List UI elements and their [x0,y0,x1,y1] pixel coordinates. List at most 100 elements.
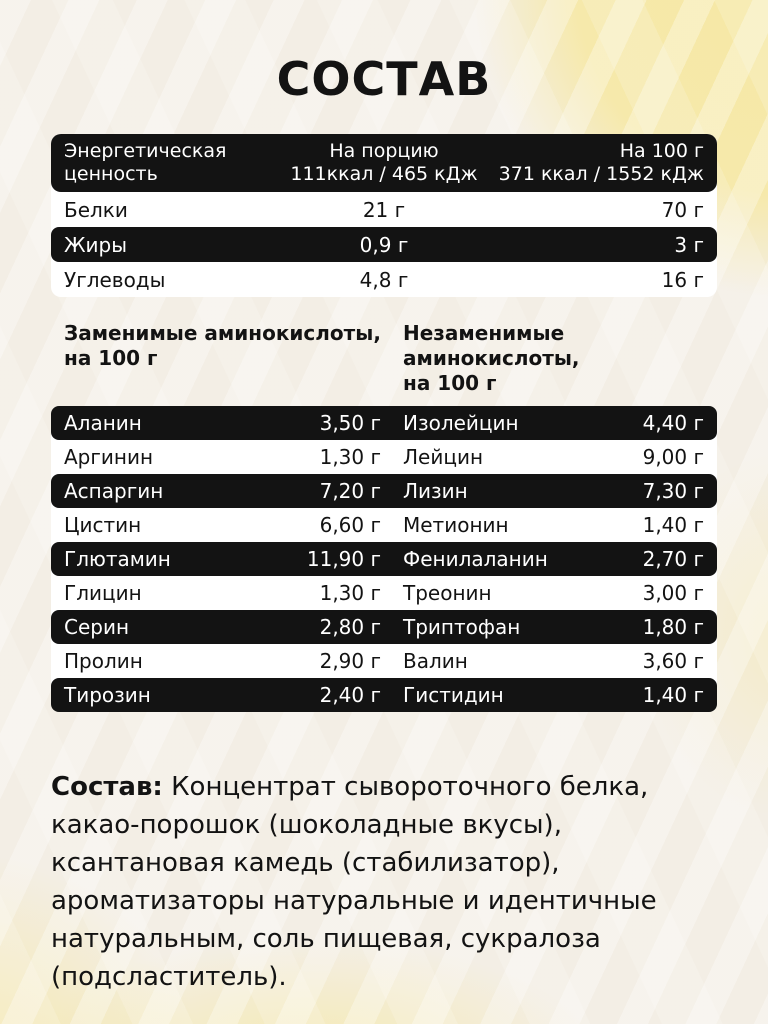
essential-amino-header: Незаменимые аминокислоты, на 100 г [384,321,717,396]
per-serving-header: На порцию 111ккал / 465 кДж [290,140,477,186]
amino-pair-right: Метионин 1,40 г [384,513,717,537]
amino-acid-row: Аргинин 1,30 г Лейцин 9,00 г [51,440,717,474]
amino-pair-left: Глютамин 11,90 г [51,547,384,571]
amino-acid-row: Серин 2,80 г Триптофан 1,80 г [51,610,717,644]
per-serving-energy-value: 111ккал / 465 кДж [290,163,478,185]
page-title: СОСТАВ [276,52,492,106]
amino-value: 1,80 г [642,615,704,639]
amino-name: Аспаргин [64,479,164,503]
composition-line: какао-порошок (шоколадные вкусы), [51,810,562,840]
amino-value: 2,90 г [319,649,381,673]
amino-value: 1,30 г [319,445,381,469]
per-serving-value: 4,8 г [359,267,409,292]
amino-name: Цистин [64,513,142,537]
nonessential-amino-header: Заменимые аминокислоты, на 100 г [51,321,384,396]
nutrient-name: Углеводы [64,267,166,292]
amino-pair-right: Треонин 3,00 г [384,581,717,605]
energy-label-line2: ценность [64,163,158,185]
composition-line: ароматизаторы натуральные и идентичные [51,886,657,916]
energy-table-header: Энергетическая ценность На порцию 111кка… [51,134,717,192]
amino-value: 6,60 г [319,513,381,537]
per-100g-value: 70 г [661,197,704,222]
amino-pair-left: Серин 2,80 г [51,615,384,639]
table-row: Углеводы 4,8 г 16 г [51,262,717,297]
amino-section-headers: Заменимые аминокислоты, на 100 г Незамен… [51,321,717,396]
amino-pair-left: Пролин 2,90 г [51,649,384,673]
amino-pair-right: Триптофан 1,80 г [384,615,717,639]
amino-value: 3,60 г [642,649,704,673]
composition-label: Состав: [51,772,163,802]
amino-name: Тирозин [64,683,151,707]
amino-pair-right: Гистидин 1,40 г [384,683,717,707]
amino-pair-left: Аспаргин 7,20 г [51,479,384,503]
per-100g-title: На 100 г [619,140,704,162]
amino-pair-left: Аланин 3,50 г [51,411,384,435]
amino-name: Изолейцин [403,411,519,435]
amino-name: Пролин [64,649,143,673]
nonessential-header-line1: Заменимые аминокислоты, [64,321,381,345]
amino-pair-left: Цистин 6,60 г [51,513,384,537]
amino-name: Аргинин [64,445,154,469]
amino-value: 9,00 г [642,445,704,469]
amino-name: Метионин [403,513,509,537]
table-row: Жиры 0,9 г 3 г [51,227,717,262]
table-row: Белки 21 г 70 г [51,192,717,227]
amino-acid-row: Тирозин 2,40 г Гистидин 1,40 г [51,678,717,712]
amino-pair-left: Аргинин 1,30 г [51,445,384,469]
amino-value: 1,40 г [642,683,704,707]
composition-line: ксантановая камедь (стабилизатор), [51,848,560,878]
amino-pair-right: Фенилаланин 2,70 г [384,547,717,571]
composition-line: натуральным, соль пищевая, сукралоза [51,924,601,954]
amino-acid-row: Аланин 3,50 г Изолейцин 4,40 г [51,406,717,440]
amino-value: 1,30 г [319,581,381,605]
amino-value: 3,00 г [642,581,704,605]
amino-pair-left: Глицин 1,30 г [51,581,384,605]
amino-value: 4,40 г [642,411,704,435]
amino-pair-right: Лейцин 9,00 г [384,445,717,469]
amino-name: Аланин [64,411,142,435]
amino-name: Гистидин [403,683,504,707]
amino-pair-right: Изолейцин 4,40 г [384,411,717,435]
amino-acid-row: Цистин 6,60 г Метионин 1,40 г [51,508,717,542]
amino-name: Фенилаланин [403,547,548,571]
amino-name: Триптофан [403,615,521,639]
amino-name: Глицин [64,581,142,605]
amino-name: Треонин [403,581,492,605]
amino-name: Глютамин [64,547,171,571]
per-serving-value: 21 г [362,197,406,222]
amino-acid-row: Глицин 1,30 г Треонин 3,00 г [51,576,717,610]
amino-acid-row: Аспаргин 7,20 г Лизин 7,30 г [51,474,717,508]
energy-header-label: Энергетическая ценность [64,140,290,186]
amino-acid-row: Пролин 2,90 г Валин 3,60 г [51,644,717,678]
amino-acid-row: Глютамин 11,90 г Фенилаланин 2,70 г [51,542,717,576]
amino-name: Серин [64,615,130,639]
amino-pair-left: Тирозин 2,40 г [51,683,384,707]
per-100g-value: 3 г [674,232,704,257]
amino-name: Лизин [403,479,468,503]
amino-value: 2,70 г [642,547,704,571]
amino-value: 2,40 г [319,683,381,707]
composition-line: Концентрат сывороточного белка, [171,772,649,802]
per-100g-energy-value: 371 ккал / 1552 кДж [498,163,704,185]
amino-acids-table: Аланин 3,50 г Изолейцин 4,40 г Аргинин 1… [51,406,717,712]
amino-name: Валин [403,649,468,673]
amino-pair-right: Валин 3,60 г [384,649,717,673]
amino-value: 7,30 г [642,479,704,503]
composition-line: (подсластитель). [51,962,287,992]
essential-header-line2: на 100 г [403,371,497,395]
nonessential-header-line2: на 100 г [64,346,158,370]
per-100g-value: 16 г [661,267,704,292]
energy-table-body: Белки 21 г 70 г Жиры 0,9 г 3 г Углеводы … [51,192,717,297]
nutrient-name: Жиры [64,232,128,257]
per-serving-value: 0,9 г [359,232,409,257]
amino-value: 7,20 г [319,479,381,503]
nutrient-name: Белки [64,197,128,222]
amino-value: 2,80 г [319,615,381,639]
amino-value: 3,50 г [319,411,381,435]
essential-header-line1: Незаменимые аминокислоты, [403,321,580,370]
amino-value: 1,40 г [642,513,704,537]
energy-table: Энергетическая ценность На порцию 111кка… [51,134,717,297]
amino-name: Лейцин [403,445,484,469]
composition-paragraph: Состав: Концентрат сывороточного белка, … [51,768,717,996]
